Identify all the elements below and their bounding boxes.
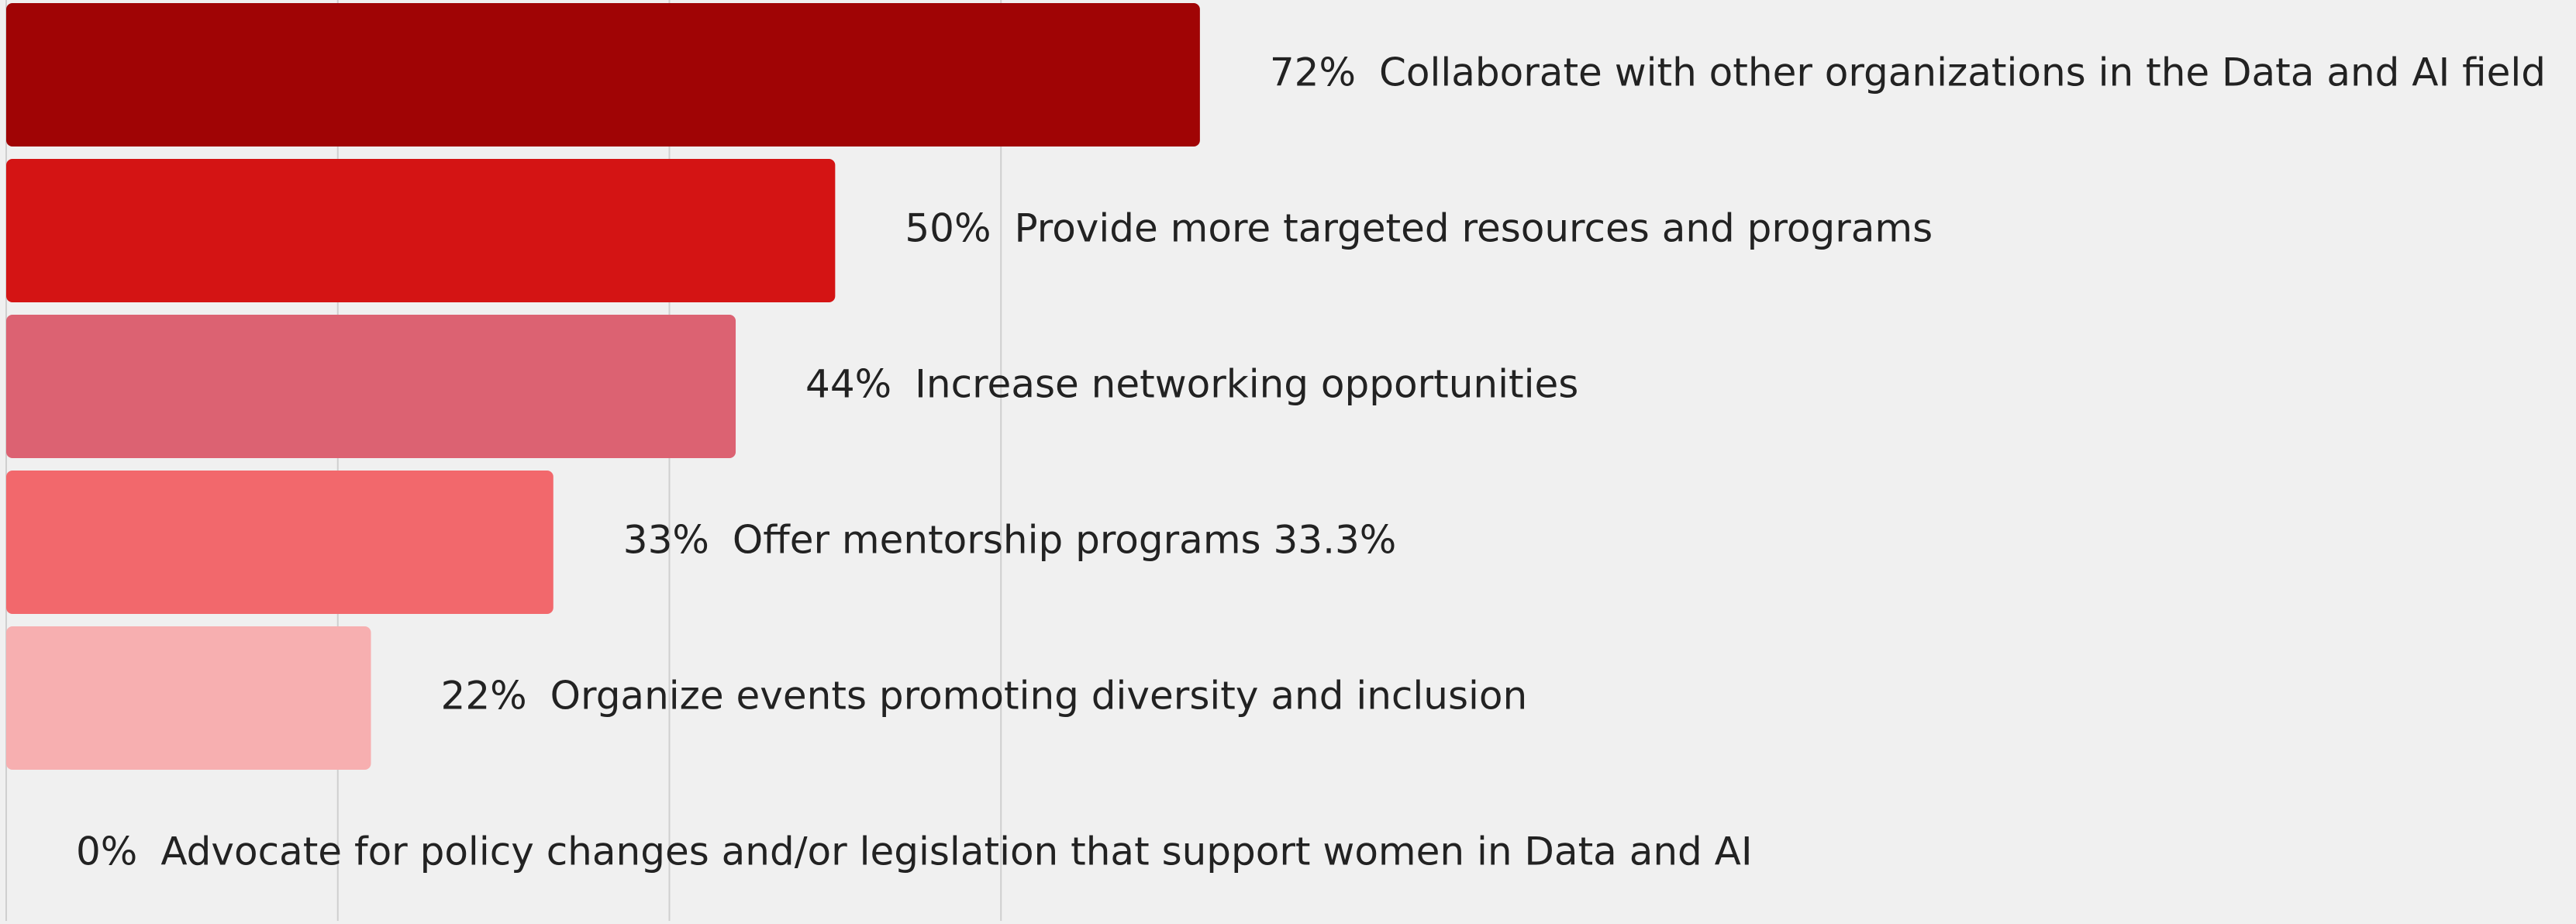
bar-label: 0% Advocate for policy changes and/or leg… <box>76 829 1753 874</box>
category-label: Advocate for policy changes and/or legis… <box>160 829 1752 874</box>
bar-label: 50% Provide more targeted resources and p… <box>905 205 1933 250</box>
value-label: 0% <box>76 829 137 874</box>
value-label: 72% <box>1270 50 1356 95</box>
bar <box>6 159 836 302</box>
bar <box>6 471 553 614</box>
value-label: 44% <box>805 361 891 406</box>
bar-label: 44% Increase networking opportunities <box>805 361 1578 406</box>
bar-label: 72% Collaborate with other organizations … <box>1270 50 2546 95</box>
category-label: Provide more targeted resources and prog… <box>1014 205 1933 250</box>
category-label: Collaborate with other organizations in … <box>1379 50 2546 95</box>
bar <box>6 315 736 458</box>
category-label: Organize events promoting diversity and … <box>550 673 1528 718</box>
value-label: 33% <box>623 517 709 562</box>
category-label: Offer mentorship programs 33.3% <box>733 517 1396 562</box>
bar <box>6 3 1200 147</box>
value-label: 50% <box>905 205 991 250</box>
category-label: Increase networking opportunities <box>915 361 1578 406</box>
value-label: 22% <box>441 673 527 718</box>
bar-label: 22% Organize events promoting diversity a… <box>441 673 1528 718</box>
bar-label: 33% Offer mentorship programs 33.3% <box>623 517 1397 562</box>
bar <box>6 626 371 770</box>
